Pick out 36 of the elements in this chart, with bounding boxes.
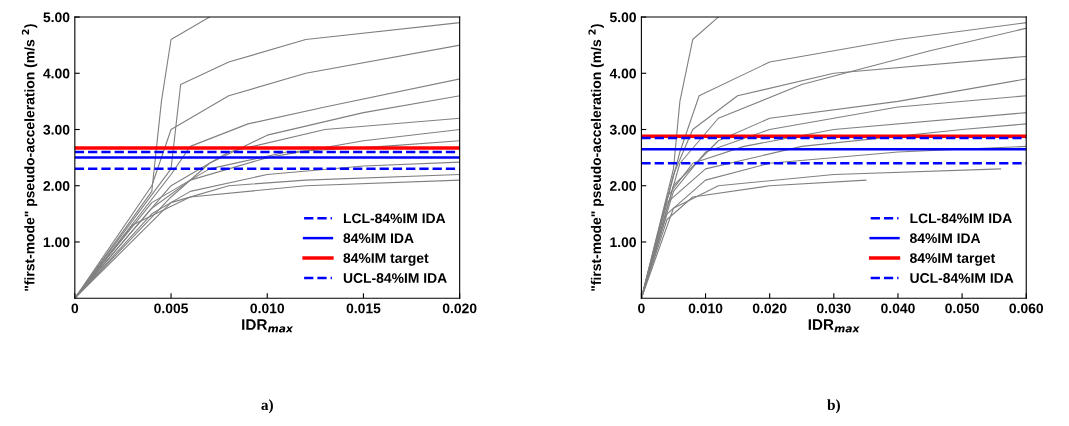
y-tick-label: 2.00 xyxy=(609,181,636,191)
y-tick-label: 3.00 xyxy=(43,124,70,135)
x-tick-label: 0.020 xyxy=(442,303,477,314)
x-tick-label: 0.010 xyxy=(250,303,285,314)
text: a) xyxy=(261,399,273,414)
y-axis-title: "first-mode" pseudo-acceleration (m/s $^{2}$) xyxy=(21,24,38,291)
legend-label: LCL-84%IM IDA xyxy=(343,213,446,224)
legend-label: 84%IM IDA xyxy=(910,233,981,244)
x-axis-title: IDR$_{max}$ xyxy=(808,319,860,333)
y-axis-title: "first-mode" pseudo-acceleration (m/s $^{2}$) xyxy=(588,24,604,291)
y-tick-label: 4.00 xyxy=(43,68,70,79)
y-tick-label: 2.00 xyxy=(43,181,70,191)
x-tick-label: 0.050 xyxy=(945,303,979,314)
x-tick-label: 0.030 xyxy=(816,303,851,314)
x-tick-label: 0.015 xyxy=(346,303,381,314)
x-tick-label: 0.020 xyxy=(752,303,787,314)
y-tick-label: 4.00 xyxy=(609,68,636,79)
x-tick-label: 0 xyxy=(71,303,79,314)
x-tick-label: 0 xyxy=(638,303,645,314)
legend-label: UCL-84%IM IDA xyxy=(343,273,447,283)
x-axis-title: IDR$_{max}$ xyxy=(242,319,294,333)
x-tick-label: 0.010 xyxy=(688,303,723,314)
x-tick-label: 0.005 xyxy=(154,303,189,314)
x-tick-label: 0.060 xyxy=(1009,303,1044,314)
legend-label: 84%IM IDA xyxy=(343,233,414,244)
y-tick-label: 3.00 xyxy=(609,124,636,135)
legend-label: 84%IM target xyxy=(343,253,429,266)
legend-label: UCL-84%IM IDA xyxy=(910,273,1014,283)
y-tick-label: 1.00 xyxy=(610,237,636,248)
legend-label: 84%IM target xyxy=(910,253,996,266)
text: b) xyxy=(827,399,840,414)
y-tick-label: 5.00 xyxy=(43,12,70,23)
y-tick-label: 5.00 xyxy=(609,12,636,23)
legend-label: LCL-84%IM IDA xyxy=(910,213,1012,224)
y-tick-label: 1.00 xyxy=(43,237,70,248)
x-tick-label: 0.040 xyxy=(881,303,915,314)
